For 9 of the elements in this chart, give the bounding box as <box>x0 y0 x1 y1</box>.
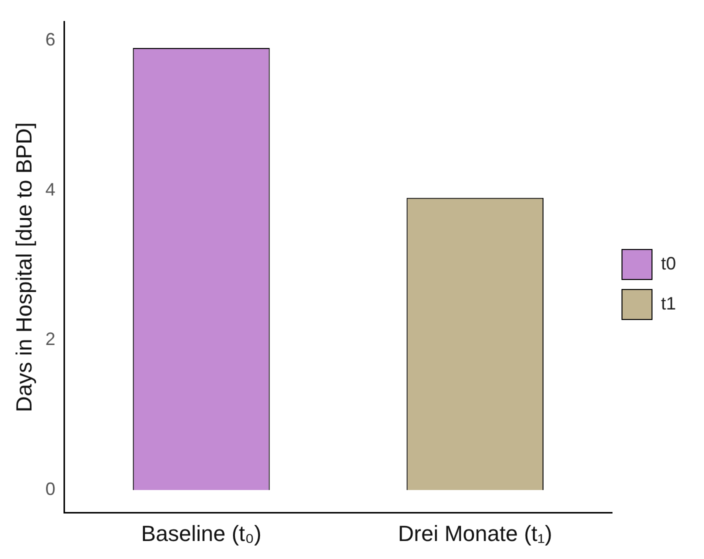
y-tick-label: 2 <box>45 329 56 350</box>
y-tick-label: 6 <box>45 30 56 50</box>
legend-label: t0 <box>660 253 676 274</box>
y-tick-label: 0 <box>45 479 56 500</box>
y-tick-label: 4 <box>45 179 56 200</box>
x-tick-label: Baseline (t₀) <box>141 520 262 546</box>
y-axis-title: Days in Hospital [due to BPD] <box>11 122 36 412</box>
x-tick-label: Drei Monate (t₁) <box>398 520 552 546</box>
legend-label: t1 <box>660 293 676 314</box>
